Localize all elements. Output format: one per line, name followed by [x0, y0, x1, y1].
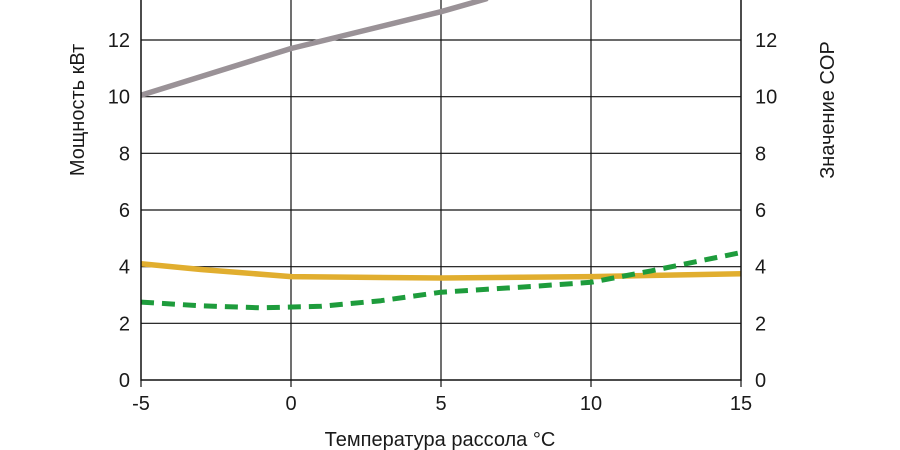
y-tick-label-6: 6: [119, 200, 130, 222]
y2-tick-label-6: 6: [755, 200, 766, 222]
y-axis-title: Мощность кВт: [67, 44, 89, 176]
series-line-2: [141, 261, 741, 281]
x-tick-label-10: 10: [580, 393, 602, 415]
y-tick-label-12: 12: [108, 30, 130, 52]
y-tick-label-4: 4: [119, 257, 130, 279]
y2-tick-label-4: 4: [755, 257, 766, 279]
series-line-1: [141, 0, 489, 99]
y-tick-label-0: 0: [119, 370, 130, 392]
y2-tick-label-12: 12: [755, 30, 777, 52]
x-axis-title: Температура рассола °C: [325, 429, 556, 450]
y2-tick-label-0: 0: [755, 370, 766, 392]
x-tick-label--5: -5: [132, 393, 150, 415]
x-tick-label-0: 0: [285, 393, 296, 415]
y-tick-label-8: 8: [119, 143, 130, 165]
y-tick-label-10: 10: [108, 87, 130, 109]
y2-tick-label-2: 2: [755, 313, 766, 335]
series-layer: [141, 0, 741, 311]
grid: [141, 0, 741, 380]
y-tick-label-2: 2: [119, 313, 130, 335]
x-tick-label-5: 5: [435, 393, 446, 415]
plot-frame: [140, 0, 742, 381]
series-line-3: [141, 250, 741, 311]
y2-tick-label-10: 10: [755, 87, 777, 109]
y2-axis-title: Значение COP: [817, 41, 839, 179]
x-tick-label-15: 15: [730, 393, 752, 415]
y2-tick-label-8: 8: [755, 143, 766, 165]
